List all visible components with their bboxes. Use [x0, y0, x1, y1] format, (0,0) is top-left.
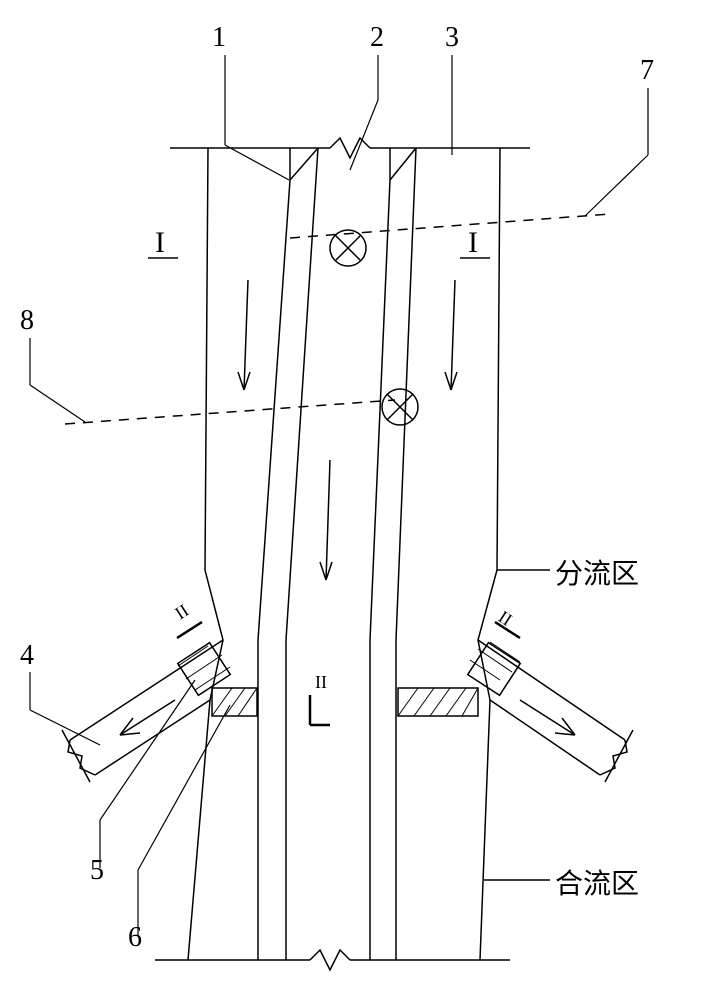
lane1-right-wall: [258, 148, 290, 960]
svg-text:II: II: [315, 672, 327, 692]
diagram-svg: II II II I I: [0, 0, 703, 1000]
arrow-branch-right-shaft: [520, 700, 575, 735]
wedge-1-2-right: [290, 148, 318, 180]
arrow-lane3-shaft: [451, 280, 455, 390]
wedge-2-3: [390, 148, 416, 180]
branch-right-break1: [605, 730, 633, 782]
branch-left-break-zigzag: [68, 740, 95, 775]
svg-text:I: I: [468, 226, 478, 259]
label-2: 2: [370, 22, 384, 54]
label-zone-lower: 合流区: [555, 862, 639, 902]
lane2-left-wall: [286, 148, 318, 960]
branch-right-top: [478, 640, 625, 740]
branch-right-break-zigzag: [600, 740, 627, 775]
outer-left-wall: [188, 148, 223, 960]
label-4: 4: [20, 640, 34, 672]
section-mark-II-mid: II: [310, 672, 330, 725]
lane2-right-wall: [370, 148, 390, 960]
arrow-lane1-shaft: [244, 280, 248, 390]
branch-left-top: [70, 640, 223, 740]
svg-text:II: II: [495, 607, 516, 630]
leader-5d: [100, 680, 195, 820]
leader-8d: [30, 385, 85, 422]
leader-2d: [350, 100, 378, 170]
gate-right-main: [398, 688, 478, 716]
label-5: 5: [90, 855, 104, 887]
label-1: 1: [212, 22, 226, 54]
section-I-right: I: [460, 226, 490, 259]
label-6: 6: [128, 922, 142, 954]
arrow-branch-left-shaft: [120, 700, 175, 735]
branch-left-bot: [95, 700, 210, 775]
gate-6-left: [212, 688, 257, 716]
leader-6d: [138, 705, 230, 870]
section-mark-II-left-top: II: [171, 600, 202, 638]
section-mark-II-right: II: [495, 607, 520, 638]
label-3: 3: [445, 22, 459, 54]
lane3-left-wall: [396, 148, 416, 960]
svg-text:II: II: [171, 600, 192, 623]
leader-7d: [585, 155, 648, 216]
break-mark-bottom: [310, 950, 350, 970]
svg-text:I: I: [155, 226, 165, 259]
engineering-diagram: II II II I I: [0, 0, 703, 1000]
outer-right-wall: [478, 148, 500, 960]
break-mark-top: [330, 138, 370, 158]
section-line-8: [65, 400, 395, 424]
label-zone-upper: 分流区: [555, 552, 639, 592]
section-I-left: I: [148, 226, 178, 259]
label-7: 7: [640, 55, 654, 87]
arrow-lane2-shaft: [326, 460, 330, 580]
section-line-7: [290, 214, 610, 238]
leader-1d: [225, 145, 289, 180]
label-8: 8: [20, 305, 34, 337]
